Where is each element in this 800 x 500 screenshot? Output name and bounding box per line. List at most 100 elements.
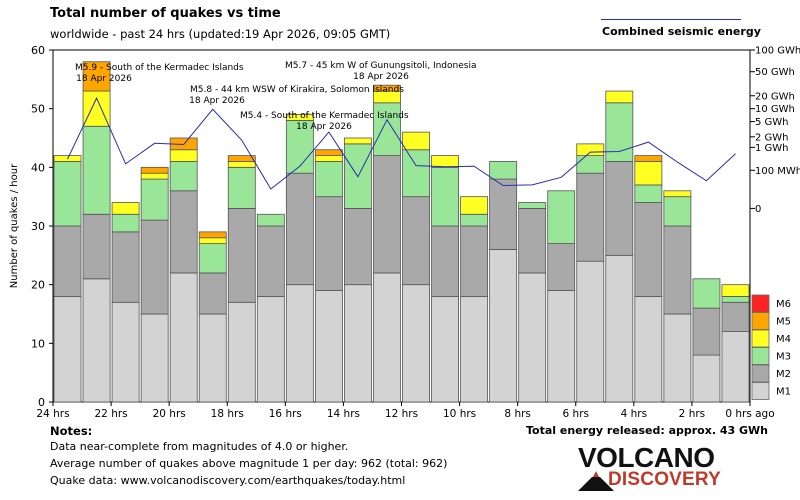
energy-tick-label: 1 GWh bbox=[755, 143, 789, 154]
bar-M4 bbox=[227, 161, 256, 168]
bar-M4 bbox=[576, 143, 605, 157]
event-annotation: M5.4 - South of the Kermadec Islands bbox=[240, 111, 409, 121]
bar-M4 bbox=[198, 237, 227, 245]
legend-swatch-M5 bbox=[751, 312, 770, 330]
bar-M3 bbox=[721, 295, 750, 303]
bar-M3 bbox=[460, 213, 489, 227]
bar-M1 bbox=[111, 301, 140, 403]
bar-M3 bbox=[256, 213, 285, 227]
bar-M2 bbox=[721, 301, 750, 332]
bar-M5 bbox=[634, 155, 663, 162]
total-energy: Total energy released: approx. 43 GWh bbox=[526, 424, 768, 437]
bar-M1 bbox=[431, 295, 459, 403]
bar-M5 bbox=[140, 166, 169, 174]
energy-legend-label: Combined seismic energy bbox=[602, 25, 761, 38]
bar-M2 bbox=[605, 161, 634, 256]
volcano-icon bbox=[578, 471, 614, 491]
bar-M3 bbox=[169, 161, 198, 192]
energy-legend-line bbox=[601, 19, 741, 20]
bar-M2 bbox=[402, 196, 430, 286]
bar-M4 bbox=[140, 172, 169, 180]
bar-M1 bbox=[227, 301, 256, 403]
x-tick-label: 18 hrs bbox=[211, 408, 244, 420]
bar-M2 bbox=[314, 196, 343, 291]
logo-text-volcano: VOLCANO bbox=[578, 442, 715, 473]
bar-M3 bbox=[82, 125, 111, 215]
bar-M1 bbox=[518, 272, 547, 403]
legend-swatch-M6 bbox=[751, 294, 770, 313]
event-annotation-date: 18 Apr 2026 bbox=[76, 74, 132, 84]
bar-M1 bbox=[285, 284, 314, 403]
legend-swatch-M4 bbox=[751, 329, 770, 348]
bar-M1 bbox=[721, 331, 750, 403]
bar-M5 bbox=[198, 231, 227, 239]
legend-swatch-M1 bbox=[751, 382, 770, 400]
bar-M1 bbox=[489, 249, 518, 403]
energy-tick-label: 2 GWh bbox=[755, 132, 789, 143]
bar-M4 bbox=[721, 284, 750, 297]
legend-swatch-M2 bbox=[751, 364, 770, 383]
x-tick-label: 6 hrs bbox=[563, 408, 589, 420]
x-tick-label: 0 hrs ago bbox=[725, 408, 774, 420]
bar-M1 bbox=[169, 272, 198, 403]
bar-M3 bbox=[53, 161, 82, 227]
bar-M2 bbox=[547, 243, 576, 291]
bar-M3 bbox=[576, 155, 605, 174]
bar-M3 bbox=[198, 243, 227, 274]
bar-M2 bbox=[518, 207, 547, 274]
y-tick-label: 40 bbox=[31, 161, 45, 174]
event-annotation: M5.9 - South of the Kermadec Islands bbox=[75, 63, 244, 73]
bar-M1 bbox=[53, 295, 82, 403]
bar-M2 bbox=[634, 202, 663, 297]
bar-M1 bbox=[314, 290, 343, 403]
bar-M5 bbox=[82, 61, 111, 92]
energy-tick-label: 100 MWh bbox=[755, 166, 800, 177]
y-tick-label: 60 bbox=[31, 44, 45, 57]
y-axis-label: Number of quakes / hour bbox=[9, 163, 20, 288]
bar-M1 bbox=[402, 284, 430, 403]
event-annotation: M5.8 - 44 km WSW of Kirakira, Solomon Is… bbox=[190, 85, 404, 95]
energy-tick-label: 100 GWh bbox=[755, 46, 800, 57]
bar-M2 bbox=[489, 178, 518, 250]
x-tick-label: 20 hrs bbox=[153, 408, 186, 420]
bar-M2 bbox=[663, 225, 692, 315]
bar-M2 bbox=[198, 272, 227, 315]
legend-label-M2: M2 bbox=[776, 369, 791, 380]
bar-M3 bbox=[518, 202, 547, 209]
bar-M3 bbox=[692, 278, 721, 309]
y-tick-label: 10 bbox=[31, 337, 45, 350]
plot-frame bbox=[52, 49, 751, 403]
energy-tick-label: 5 GWh bbox=[755, 117, 789, 128]
bar-M3 bbox=[373, 102, 401, 157]
legend-label-M1: M1 bbox=[776, 387, 791, 398]
bar-M4 bbox=[605, 90, 634, 104]
bar-M1 bbox=[256, 295, 285, 403]
bar-M3 bbox=[111, 213, 140, 233]
bar-M1 bbox=[373, 272, 401, 403]
bar-M3 bbox=[314, 161, 343, 198]
x-tick-label: 16 hrs bbox=[269, 408, 302, 420]
energy-line bbox=[67, 96, 736, 190]
volcanodiscovery-logo[interactable]: VOLCANO DISCOVERY bbox=[578, 442, 721, 491]
bar-M4 bbox=[314, 155, 343, 162]
bar-M4 bbox=[634, 161, 663, 186]
x-tick-label: 8 hrs bbox=[504, 408, 530, 420]
bar-M2 bbox=[344, 207, 372, 286]
bar-M2 bbox=[692, 307, 721, 356]
bar-M2 bbox=[373, 155, 401, 274]
legend-label-M6: M6 bbox=[776, 299, 791, 310]
x-tick-label: 2 hrs bbox=[679, 408, 705, 420]
bar-M5 bbox=[227, 155, 256, 162]
y-tick-label: 50 bbox=[31, 103, 45, 116]
note-line: Quake data: www.volcanodiscovery.com/ear… bbox=[50, 474, 406, 487]
bar-M3 bbox=[547, 190, 576, 245]
x-tick-label: 12 hrs bbox=[385, 408, 418, 420]
bar-M2 bbox=[111, 231, 140, 303]
bar-M1 bbox=[140, 313, 169, 403]
bar-M3 bbox=[634, 184, 663, 203]
bar-M2 bbox=[285, 172, 314, 286]
bar-M2 bbox=[256, 225, 285, 297]
x-tick-label: 14 hrs bbox=[327, 408, 360, 420]
bar-M2 bbox=[169, 190, 198, 274]
event-annotation-date: 18 Apr 2026 bbox=[189, 96, 245, 106]
